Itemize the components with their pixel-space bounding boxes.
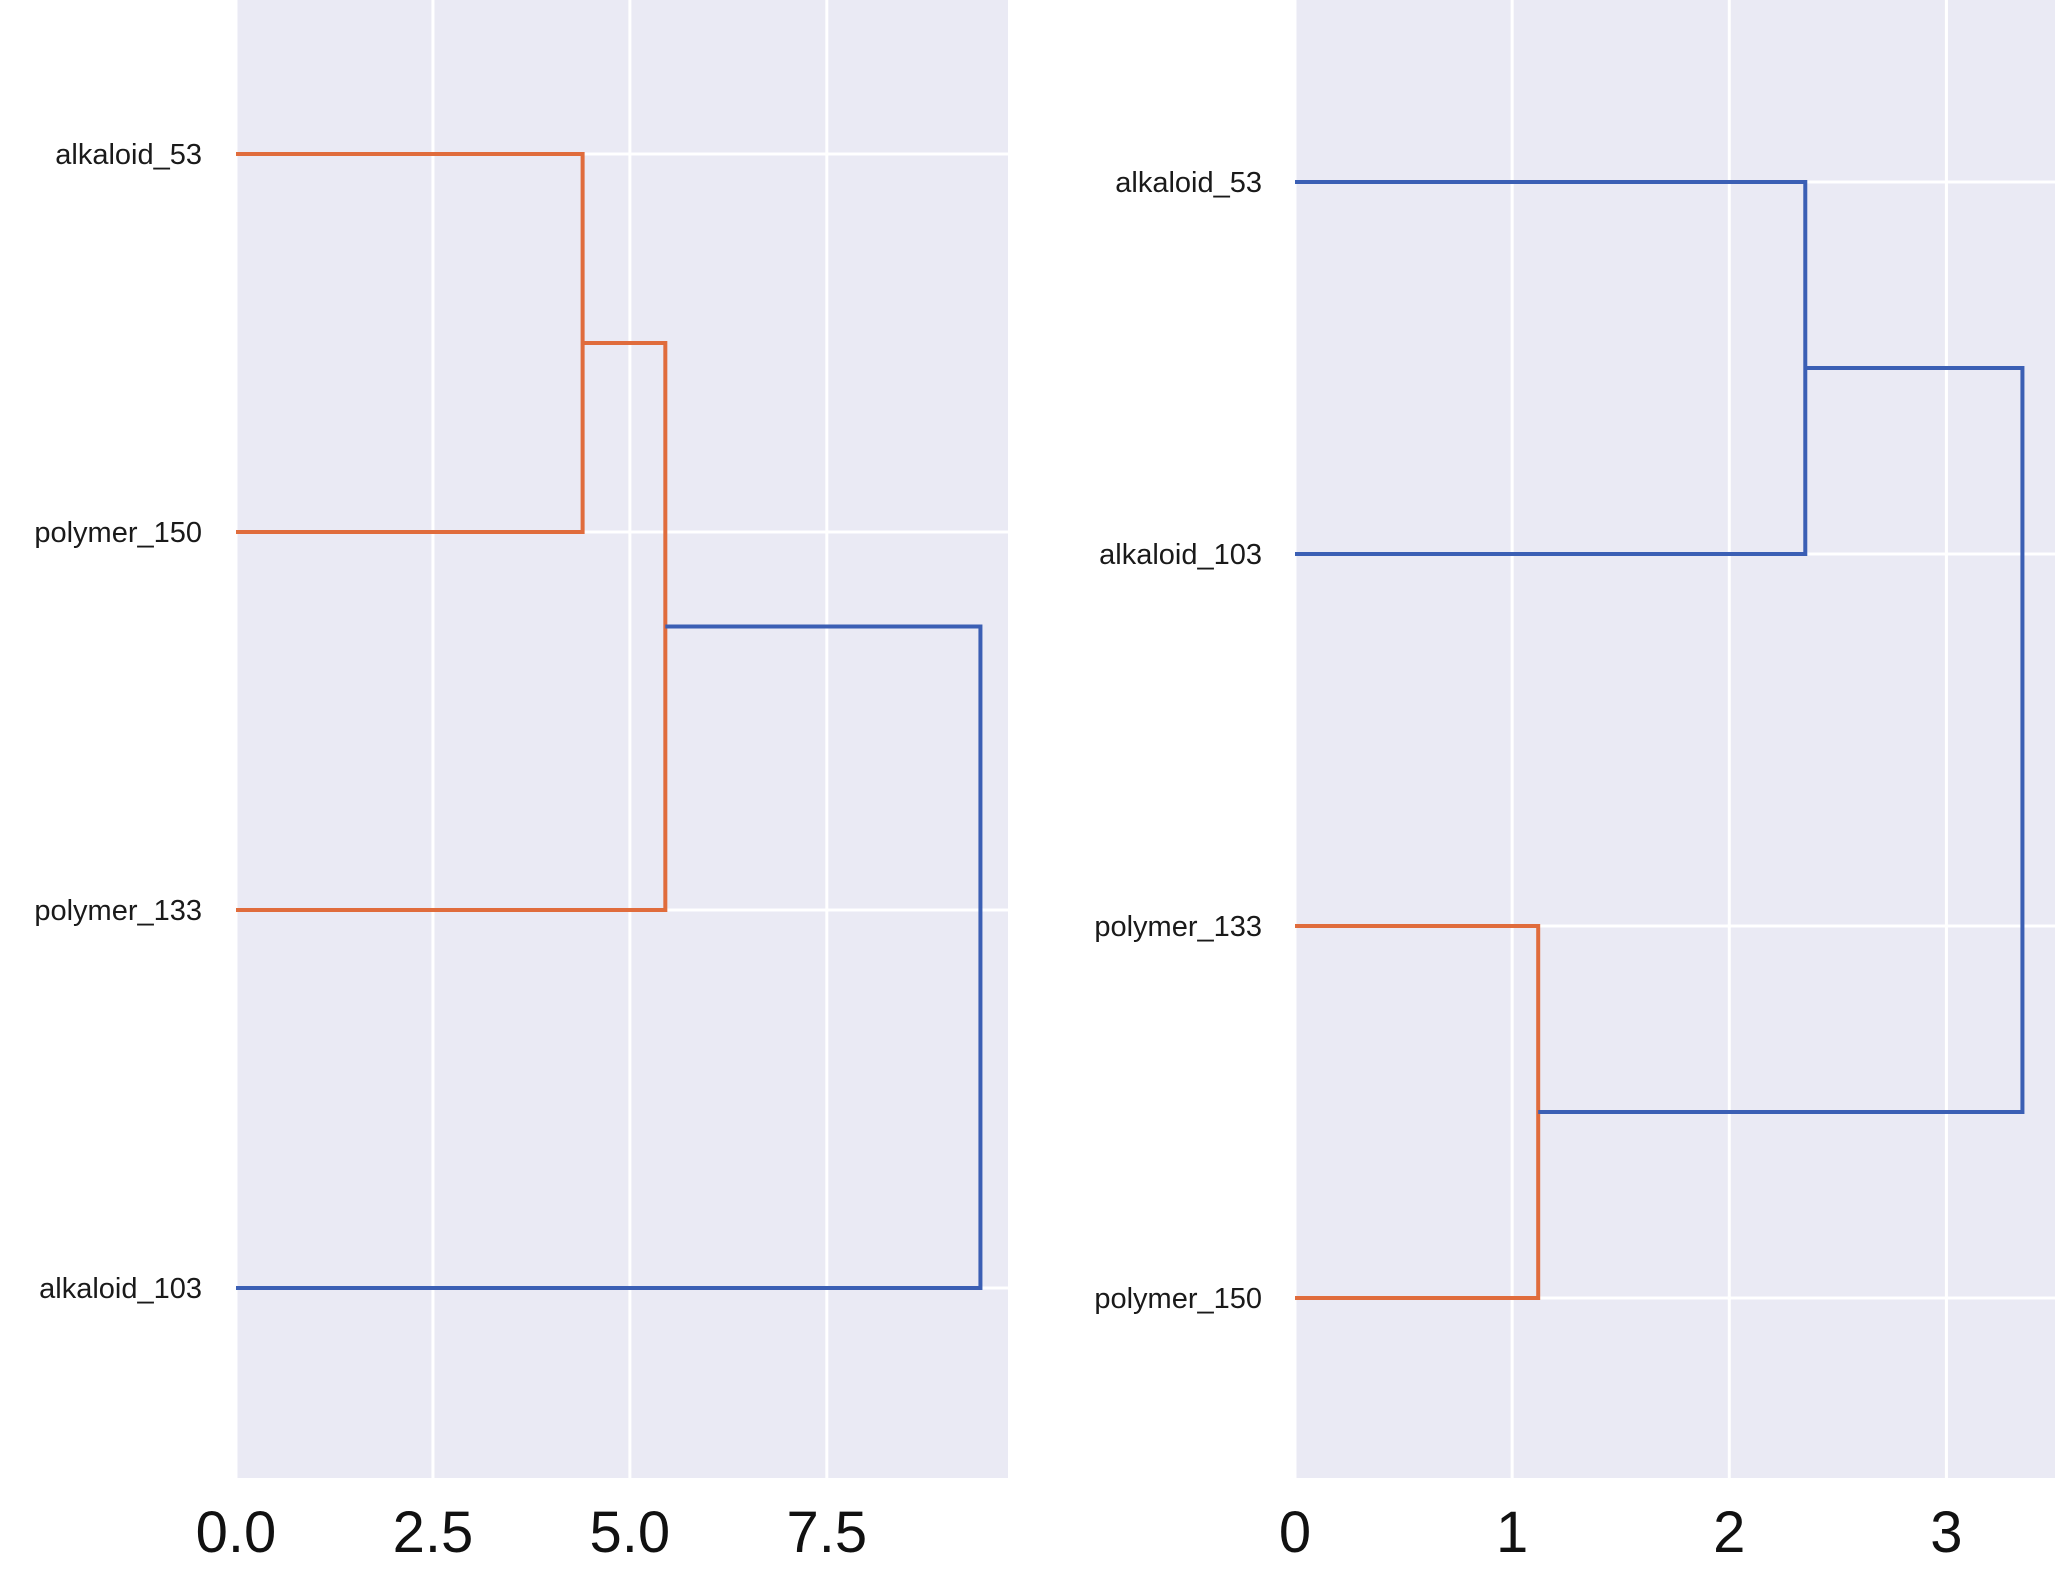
dendrogram-link: [236, 152, 585, 534]
left-dendrogram-panel: alkaloid_53 polymer_150 polymer_133alkaloi…: [34, 0, 1008, 1565]
plot-background: [1295, 0, 2055, 1478]
leaf-label: alkaloid_103: [1099, 539, 1262, 571]
x-tick-label: 0: [1279, 1500, 1311, 1565]
leaf-label: alkaloid_53: [55, 139, 202, 171]
right-dendrogram-panel: alkaloid_53 alkaloid_103 polymer_133polyme…: [1094, 0, 2055, 1565]
x-tick-label: 0.0: [196, 1500, 277, 1565]
x-tick-label: 2: [1713, 1500, 1745, 1565]
leaf-label: polymer_150: [34, 517, 202, 549]
dendrogram-link: [236, 624, 983, 1290]
x-tick-label: 2.5: [393, 1500, 474, 1565]
plot-background: [236, 0, 1008, 1478]
x-tick-label: 7.5: [786, 1500, 867, 1565]
x-tick-label: 3: [1930, 1500, 1962, 1565]
dendrogram-link: [1538, 366, 2025, 1114]
leaf-label: polymer_150: [1094, 1283, 1262, 1315]
leaf-label: alkaloid_103: [39, 1273, 202, 1305]
leaf-label: polymer_133: [1094, 911, 1262, 943]
x-tick-label: 5.0: [590, 1500, 671, 1565]
x-tick-label: 1: [1496, 1500, 1528, 1565]
leaf-label: polymer_133: [34, 895, 202, 927]
leaf-label: alkaloid_53: [1115, 167, 1262, 199]
